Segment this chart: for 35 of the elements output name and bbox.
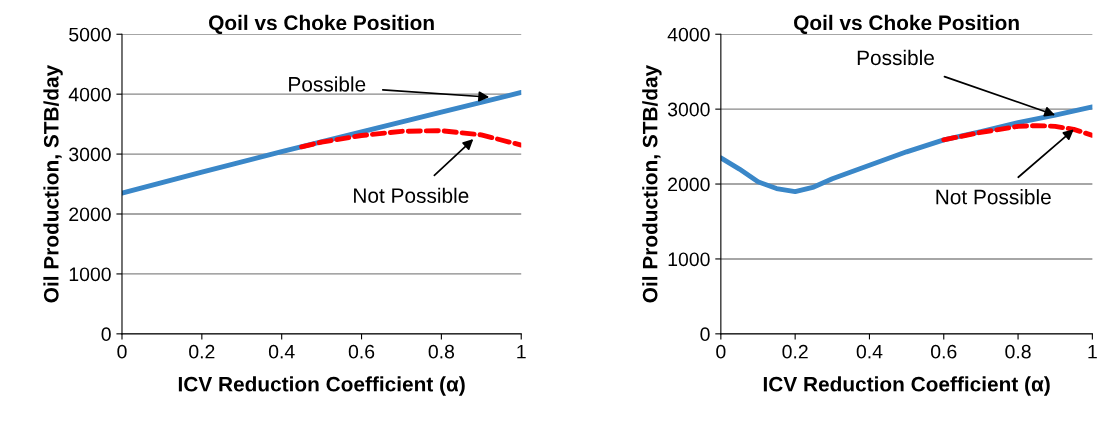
- y-tick-label: 2000: [668, 177, 710, 192]
- y-tick-label: 2000: [69, 207, 111, 222]
- y-axis-title: Oil Production, STB/day: [43, 64, 63, 303]
- x-axis-title: ICV Reduction Coefficient (α): [178, 376, 465, 396]
- annotation: Not Possible: [936, 189, 1051, 205]
- y-tick-label: 0: [700, 327, 710, 342]
- x-tick-label: 0.4: [268, 344, 295, 359]
- y-tick-label: 5000: [69, 27, 111, 42]
- line-series: [941, 123, 1093, 143]
- y-tick-label: 4000: [667, 27, 710, 42]
- chart-title: Qoil vs Choke Position: [794, 14, 1019, 35]
- x-tick-label: 0.6: [931, 344, 957, 359]
- y-tick-label: 3000: [667, 102, 710, 117]
- x-tick-label: 0.6: [348, 344, 375, 359]
- y-tick-label: 1000: [668, 252, 710, 267]
- y-tick-label: 3000: [69, 147, 111, 162]
- y-tick-label: 4000: [68, 87, 111, 102]
- x-tick-label: 0.4: [856, 344, 883, 359]
- x-tick-label: 0.2: [189, 344, 215, 359]
- annotation: Possible: [289, 76, 366, 92]
- x-tick-label: 0.8: [428, 344, 455, 359]
- y-tick-label: 1000: [69, 267, 111, 282]
- x-tick-label: 1: [517, 344, 526, 359]
- x-tick-label: 0: [716, 344, 726, 359]
- x-tick-label: 1: [1088, 344, 1097, 359]
- y-axis-title: Oil Production, STB/day: [642, 64, 662, 303]
- line-series: [299, 128, 522, 150]
- x-tick-label: 0: [117, 344, 127, 359]
- x-axis-title: ICV Reduction Coefficient (α): [763, 376, 1050, 396]
- chart-title: Qoil vs Choke Position: [209, 14, 434, 35]
- annotation: Not Possible: [354, 187, 469, 204]
- x-tick-label: 0.2: [782, 344, 808, 359]
- x-tick-label: 0.8: [1005, 344, 1031, 359]
- annotation: Possible: [857, 49, 934, 66]
- y-tick-label: 0: [101, 327, 111, 342]
